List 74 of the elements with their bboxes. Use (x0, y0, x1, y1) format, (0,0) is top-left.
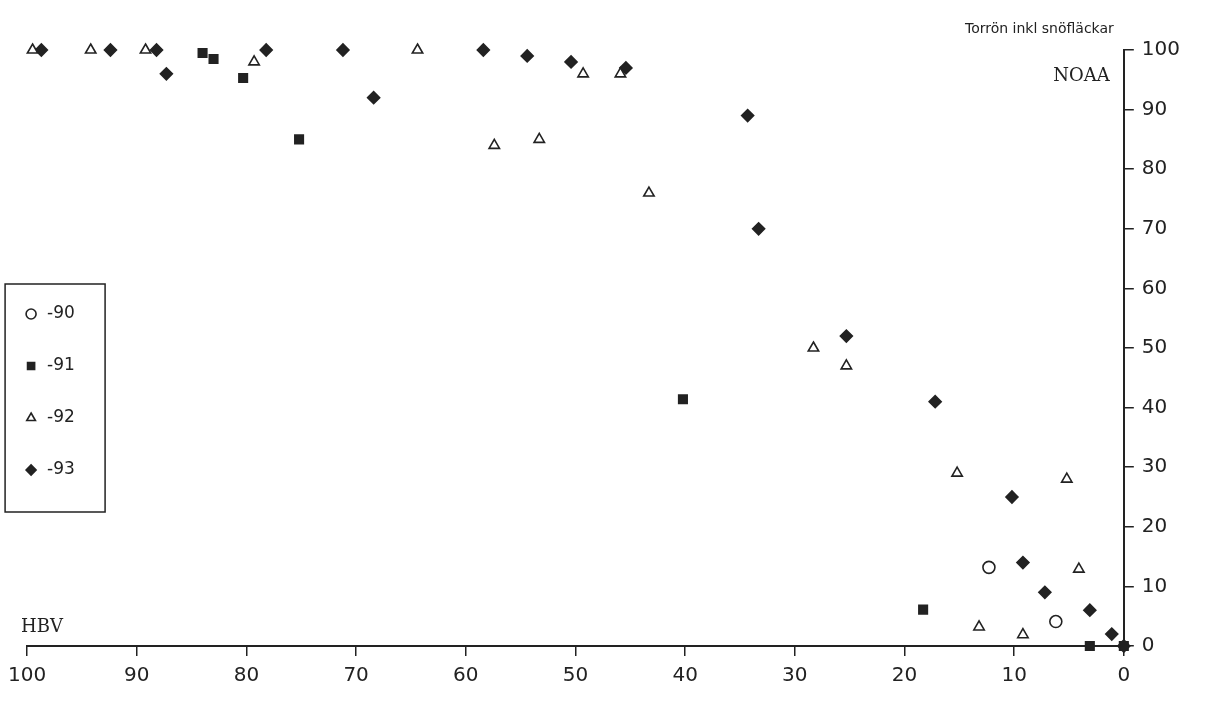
point (840, 359, 853, 370)
y-axis-title: NOAA (1053, 63, 1111, 85)
point (411, 43, 424, 54)
legend-label: -92 (47, 406, 75, 427)
point (139, 43, 152, 54)
point (1060, 472, 1073, 483)
y-tick-label: 60 (1141, 274, 1168, 299)
y-tick-label: 100 (1141, 36, 1181, 61)
x-tick-label: 60 (453, 662, 479, 687)
point (259, 43, 273, 57)
y-tick-label: 30 (1141, 453, 1168, 478)
point (982, 560, 996, 575)
x-tick-label: 70 (343, 662, 369, 687)
x-axis-title: HBV (21, 614, 65, 636)
point (1038, 585, 1052, 600)
point (103, 43, 118, 57)
legend-label: -91 (47, 354, 75, 375)
point (973, 620, 986, 631)
point (488, 138, 501, 150)
legend-label: -93 (47, 458, 75, 479)
point (1005, 490, 1019, 504)
point (807, 341, 820, 352)
point (26, 43, 39, 54)
x-tick-label: 40 (672, 662, 698, 687)
y-tick-label: 50 (1141, 334, 1168, 359)
x-tick-label: 50 (562, 662, 589, 687)
point (197, 47, 208, 59)
point (564, 55, 578, 69)
x-tick-label: 90 (124, 662, 150, 687)
point (294, 134, 305, 145)
point (520, 49, 534, 63)
point (1083, 603, 1097, 618)
y-tick-label: 90 (1141, 95, 1168, 120)
x-tick-label: 100 (7, 662, 47, 687)
point (149, 43, 164, 57)
point (677, 394, 688, 405)
point (614, 67, 627, 78)
point (619, 61, 633, 75)
x-tick-label: 0 (1117, 662, 1131, 687)
point (1104, 627, 1119, 641)
point (951, 466, 964, 477)
point (238, 72, 249, 84)
point (1049, 614, 1063, 629)
point (577, 67, 590, 78)
point (159, 67, 174, 81)
x-tick-label: 20 (891, 662, 918, 687)
point (1016, 555, 1030, 570)
y-tick-label: 40 (1141, 393, 1168, 418)
point (366, 90, 381, 105)
point (1016, 627, 1029, 639)
legend-label: -90 (47, 302, 75, 323)
point (642, 186, 655, 197)
point (84, 43, 97, 54)
x-tick-label: 30 (782, 662, 808, 687)
y-tick-label: 70 (1141, 215, 1168, 239)
point (336, 43, 350, 57)
y-tick-label: 10 (1141, 572, 1168, 597)
x-tick-label: 10 (1001, 662, 1027, 687)
point (740, 108, 755, 123)
point (928, 394, 942, 409)
point (1072, 562, 1085, 573)
x-tick-label: 80 (233, 662, 260, 687)
point (918, 604, 929, 615)
y-tick-label: 0 (1141, 632, 1155, 657)
point (839, 329, 854, 343)
chart-title: Torrön inkl snöfläckar (964, 19, 1115, 36)
point (533, 132, 546, 144)
y-tick-label: 20 (1141, 513, 1168, 537)
point (751, 222, 766, 236)
point (476, 43, 491, 57)
point (248, 55, 261, 66)
y-tick-label: 80 (1141, 155, 1168, 180)
point (208, 53, 219, 64)
point (1084, 640, 1095, 652)
